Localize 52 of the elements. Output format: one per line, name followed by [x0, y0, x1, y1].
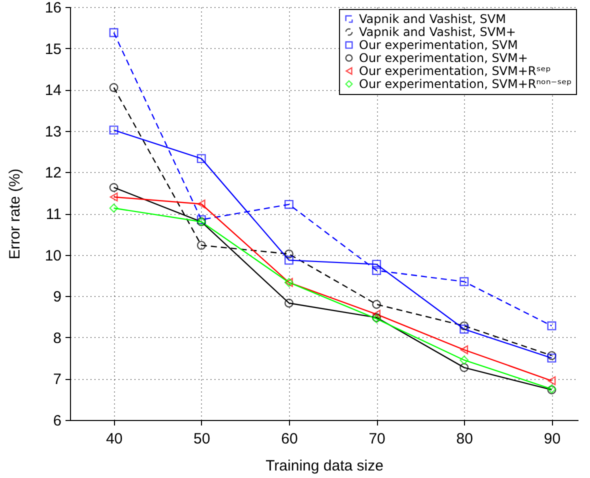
y-tick-label: 15	[44, 40, 62, 58]
x-tick-label: 80	[456, 430, 473, 448]
point	[284, 256, 294, 265]
point	[109, 28, 118, 38]
point	[548, 376, 556, 386]
point	[196, 240, 206, 250]
y-tick-label: 7	[53, 371, 62, 388]
y-tick-label: 8	[53, 330, 62, 347]
y-tick-label: 9	[53, 288, 62, 306]
point	[460, 356, 469, 365]
point	[284, 298, 294, 308]
point	[372, 310, 381, 319]
legend-label: Our experimentation, SVM	[359, 38, 518, 52]
y-tick-label: 14	[44, 82, 62, 100]
y-tick-label: 10	[44, 247, 62, 264]
point	[372, 300, 382, 309]
point	[109, 204, 118, 213]
point	[460, 277, 469, 286]
x-tick-label: 60	[281, 430, 298, 448]
point	[109, 183, 118, 192]
x-tick-label: 50	[194, 430, 210, 448]
point	[284, 200, 294, 209]
point	[460, 321, 469, 330]
x-tick-label: 90	[544, 430, 561, 448]
point	[460, 363, 469, 372]
y-tick-label: 11	[46, 206, 62, 223]
legend-label: Our experimentation, SVM+Rˢᵉᵖ	[359, 64, 551, 78]
legend-label: Our experimentation, SVM+Rⁿᵒⁿ⁻ˢᵉᵖ	[359, 77, 572, 91]
y-tick-label: 13	[44, 123, 62, 140]
y-axis-title: Error rate (%)	[6, 168, 24, 260]
x-axis-title: Training data size	[266, 458, 384, 474]
legend-label: Vapnik and Vashist, SVM+	[359, 25, 516, 39]
legend-label: Vapnik and Vashist, SVM	[359, 12, 506, 26]
point	[547, 354, 556, 363]
point	[109, 83, 118, 92]
point	[109, 126, 118, 135]
point	[460, 324, 469, 334]
point	[547, 351, 556, 360]
y-tick-label: 16	[44, 0, 62, 16]
legend-label: Our experimentation, SVM+	[359, 51, 528, 65]
y-tick-label: 6	[53, 412, 62, 430]
point	[284, 250, 294, 258]
x-tick-label: 40	[106, 430, 123, 448]
point	[110, 192, 118, 202]
point	[460, 345, 468, 354]
point	[372, 266, 382, 275]
y-tick-label: 12	[44, 164, 62, 182]
point	[547, 321, 556, 330]
point	[372, 260, 382, 269]
point	[196, 154, 206, 164]
x-tick-label: 70	[368, 430, 386, 448]
point	[197, 200, 206, 208]
